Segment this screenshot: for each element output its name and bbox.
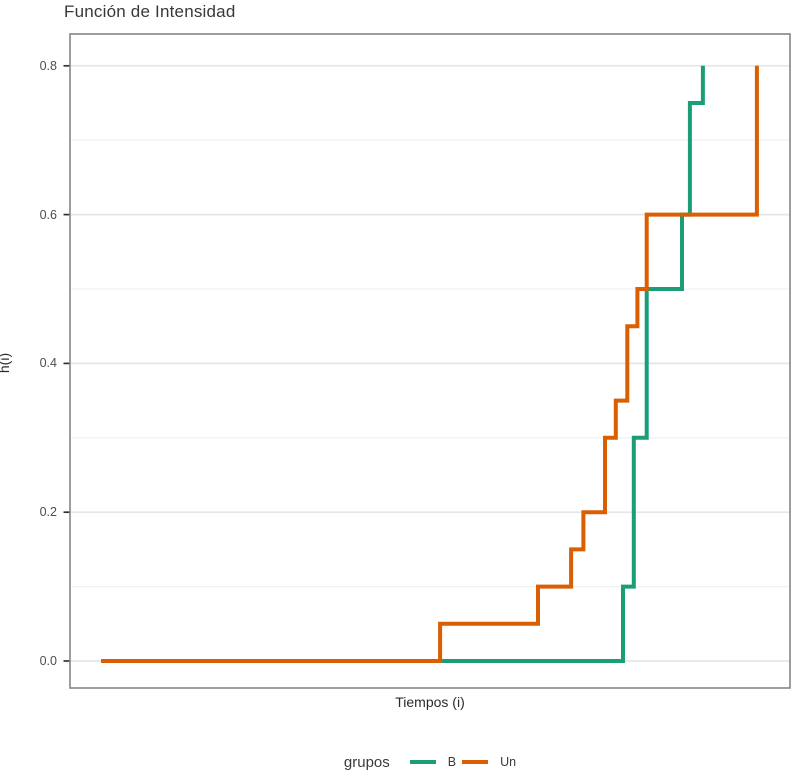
legend-label-Un: Un (500, 755, 517, 769)
y-tick-label: 0.4 (39, 356, 57, 371)
plot-title: Función de Intensidad (64, 2, 236, 21)
y-tick-label: 0.8 (39, 58, 57, 73)
series-lines (101, 65, 759, 663)
y-axis-title: h(i) (0, 352, 13, 374)
series-line-Un (101, 65, 759, 663)
legend-key-line-Un (462, 760, 489, 764)
gridlines-major (70, 64, 790, 662)
legend-key-line-B (409, 760, 436, 764)
legend-title: grupos (343, 753, 390, 771)
panel-border (69, 33, 791, 689)
y-axis-tick-marks (63, 64, 70, 662)
y-tick-label: 0.6 (39, 207, 57, 222)
y-axis-tick-labels: 0.0 0.2 0.4 0.6 0.8 (0, 0, 57, 779)
y-tick-label: 0.2 (39, 505, 57, 520)
y-tick-label: 0.0 (39, 654, 57, 668)
legend-label-B: B (447, 755, 457, 769)
legend: grupos B Un (70, 750, 790, 774)
x-axis-title: Tiempos (i) (395, 694, 465, 710)
